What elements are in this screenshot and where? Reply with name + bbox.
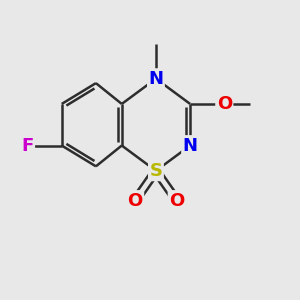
Text: N: N	[183, 136, 198, 154]
Text: O: O	[217, 95, 232, 113]
Text: O: O	[169, 191, 184, 209]
Text: S: S	[149, 162, 162, 180]
Text: N: N	[148, 70, 164, 88]
Text: O: O	[128, 191, 143, 209]
Text: F: F	[21, 136, 34, 154]
